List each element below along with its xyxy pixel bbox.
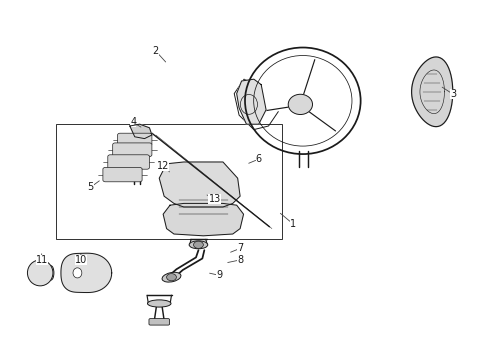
- Text: 5: 5: [88, 181, 99, 192]
- Text: 3: 3: [442, 87, 456, 99]
- Ellipse shape: [189, 241, 208, 249]
- Text: 6: 6: [249, 154, 262, 164]
- Text: 11: 11: [36, 254, 48, 265]
- Bar: [56, 124, 282, 239]
- Polygon shape: [237, 79, 266, 124]
- Text: 4: 4: [130, 117, 141, 127]
- Ellipse shape: [162, 272, 181, 282]
- Text: 13: 13: [207, 194, 220, 204]
- Polygon shape: [412, 57, 453, 127]
- Ellipse shape: [288, 94, 313, 114]
- Polygon shape: [61, 253, 112, 293]
- Text: 9: 9: [210, 270, 222, 280]
- Polygon shape: [163, 203, 244, 236]
- Polygon shape: [159, 162, 240, 207]
- Circle shape: [194, 241, 203, 248]
- Text: 12: 12: [157, 161, 170, 172]
- FancyBboxPatch shape: [108, 155, 149, 169]
- Text: 2: 2: [153, 46, 166, 62]
- Circle shape: [167, 274, 176, 281]
- Text: 8: 8: [228, 255, 243, 265]
- Text: 10: 10: [74, 254, 87, 265]
- Ellipse shape: [27, 260, 53, 286]
- Text: 1: 1: [280, 213, 296, 229]
- FancyBboxPatch shape: [113, 143, 152, 157]
- Ellipse shape: [73, 268, 82, 278]
- Polygon shape: [130, 124, 152, 139]
- FancyBboxPatch shape: [103, 167, 142, 182]
- Ellipse shape: [147, 300, 171, 307]
- FancyBboxPatch shape: [149, 319, 170, 325]
- FancyBboxPatch shape: [118, 133, 152, 146]
- Text: 7: 7: [231, 243, 243, 253]
